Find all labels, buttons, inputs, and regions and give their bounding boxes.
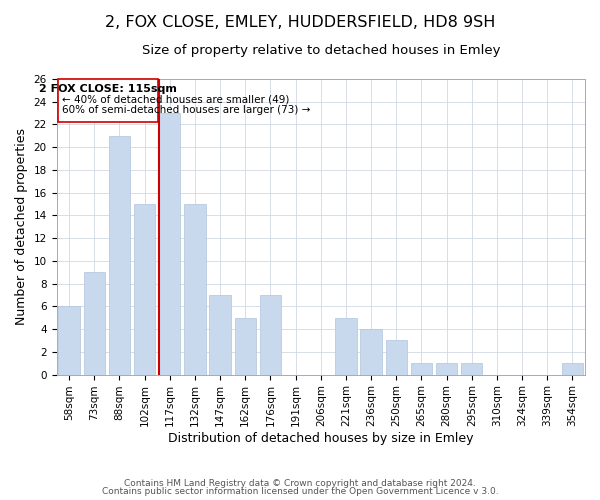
Bar (109, 136, 130, 374)
Bar (411, 363, 432, 374)
Bar (386, 340, 407, 374)
Bar (83, 272, 105, 374)
Text: 60% of semi-detached houses are larger (73) →: 60% of semi-detached houses are larger (… (62, 105, 310, 115)
Text: 2, FOX CLOSE, EMLEY, HUDDERSFIELD, HD8 9SH: 2, FOX CLOSE, EMLEY, HUDDERSFIELD, HD8 9… (105, 15, 495, 30)
Text: ← 40% of detached houses are smaller (49): ← 40% of detached houses are smaller (49… (62, 94, 289, 104)
Text: Contains HM Land Registry data © Crown copyright and database right 2024.: Contains HM Land Registry data © Crown c… (124, 478, 476, 488)
Text: 2 FOX CLOSE: 115sqm: 2 FOX CLOSE: 115sqm (39, 84, 177, 94)
Title: Size of property relative to detached houses in Emley: Size of property relative to detached ho… (142, 44, 500, 57)
Bar (159, 113, 181, 374)
FancyBboxPatch shape (58, 79, 158, 122)
Bar (235, 318, 256, 374)
X-axis label: Distribution of detached houses by size in Emley: Distribution of detached houses by size … (168, 432, 473, 445)
Text: Contains public sector information licensed under the Open Government Licence v : Contains public sector information licen… (101, 487, 499, 496)
Bar (436, 363, 457, 374)
Bar (209, 295, 231, 374)
Bar (461, 363, 482, 374)
Bar (562, 363, 583, 374)
Bar (58, 306, 80, 374)
Bar (260, 295, 281, 374)
Bar (184, 204, 206, 374)
Bar (361, 329, 382, 374)
Bar (335, 318, 356, 374)
Y-axis label: Number of detached properties: Number of detached properties (15, 128, 28, 326)
Bar (134, 204, 155, 374)
